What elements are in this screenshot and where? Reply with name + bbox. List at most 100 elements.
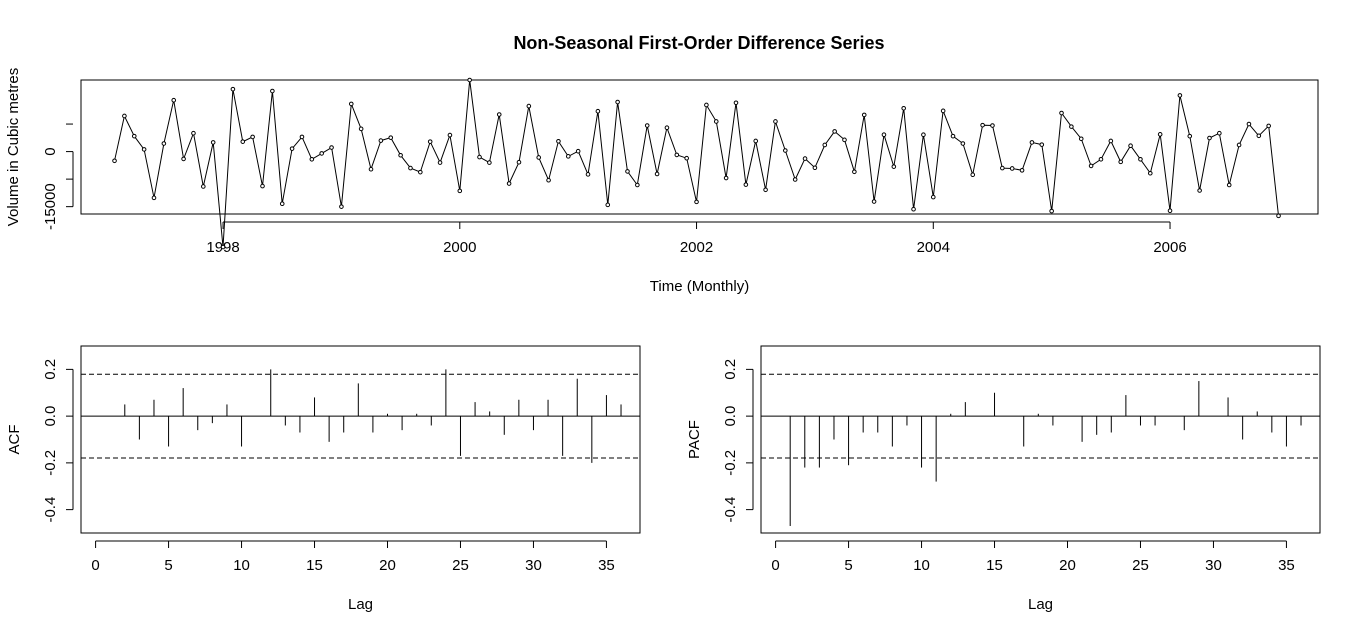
series-points: [112, 77, 1281, 250]
data-point: [1118, 159, 1124, 165]
data-point: [832, 129, 837, 134]
data-point: [1019, 168, 1025, 173]
data-point: [625, 169, 630, 174]
data-point: [358, 126, 364, 132]
correlation-bars: [789, 381, 1302, 526]
data-point: [418, 169, 423, 175]
data-point: [881, 132, 887, 138]
data-point: [684, 155, 689, 161]
x-tick-label: 0: [771, 557, 779, 574]
data-point: [792, 177, 798, 182]
data-point: [477, 154, 482, 160]
y-tick-label: 0.2: [42, 359, 59, 380]
x-tick-label: 25: [1132, 557, 1149, 574]
data-point: [122, 113, 127, 119]
data-point: [911, 206, 916, 212]
data-point: [585, 172, 591, 177]
data-point: [1226, 182, 1232, 188]
data-point: [289, 146, 295, 151]
data-point: [704, 102, 709, 108]
data-point: [861, 112, 867, 118]
data-point: [131, 133, 137, 139]
x-tick-label: 10: [233, 557, 250, 574]
data-point: [388, 135, 394, 140]
data-point: [526, 103, 532, 109]
y-tick-label: 0.0: [42, 406, 59, 427]
data-point: [181, 156, 186, 162]
x-tick-label: 2004: [917, 239, 950, 256]
data-point: [842, 137, 847, 143]
data-point: [368, 166, 374, 172]
data-point: [654, 171, 660, 177]
data-point: [694, 199, 699, 205]
data-point: [783, 148, 788, 153]
data-point: [802, 156, 808, 161]
x-tick-label: 2000: [443, 239, 476, 256]
data-point: [279, 201, 285, 207]
data-point: [1029, 140, 1035, 145]
data-point: [753, 138, 759, 144]
data-point: [930, 194, 936, 200]
y-tick-label: -0.2: [722, 450, 739, 476]
y-axis-label: Volume in Cubic metres: [5, 68, 22, 226]
x-axis: 0 5 10 15 20 25 30 35: [771, 540, 1295, 574]
data-point: [1217, 130, 1222, 136]
y-tick-label: -0.2: [42, 450, 59, 476]
data-point: [1069, 124, 1074, 129]
data-point: [812, 165, 818, 171]
y-axis: -0.4 -0.2 0.0 0.2: [42, 359, 74, 523]
data-point: [171, 97, 177, 103]
data-point: [556, 139, 561, 144]
x-tick-label: 10: [913, 557, 930, 574]
data-point: [487, 160, 492, 165]
data-point: [901, 105, 906, 111]
data-point: [220, 244, 226, 250]
x-tick-label: 35: [598, 557, 615, 574]
data-point: [733, 100, 739, 106]
x-tick-label: 25: [452, 557, 469, 574]
data-point: [378, 138, 384, 143]
data-point: [1207, 135, 1212, 141]
x-tick-label: 2002: [680, 239, 713, 256]
data-point: [1246, 121, 1252, 127]
data-point: [605, 202, 611, 208]
data-point: [270, 88, 275, 94]
data-point: [516, 159, 522, 165]
y-tick-label: -0.4: [42, 497, 59, 523]
data-point: [980, 122, 985, 128]
data-point: [1108, 138, 1114, 144]
data-point: [408, 165, 413, 171]
data-point: [210, 140, 216, 145]
x-tick-label: 5: [164, 557, 172, 574]
data-point: [713, 119, 719, 124]
x-tick-label: 15: [986, 557, 1003, 574]
data-point: [940, 108, 946, 114]
data-point: [496, 112, 502, 117]
data-point: [1276, 213, 1281, 219]
data-point: [565, 154, 571, 159]
data-point: [1177, 93, 1183, 98]
data-point: [201, 184, 206, 189]
correlation-bars: [124, 369, 622, 463]
x-axis-label: Lag: [348, 596, 373, 613]
x-axis-label: Lag: [1028, 596, 1053, 613]
data-point: [1059, 110, 1064, 116]
data-point: [921, 132, 926, 138]
y-tick-label: 0.2: [722, 359, 739, 380]
data-point: [112, 158, 117, 164]
data-point: [447, 132, 453, 138]
x-tick-label: 30: [1205, 557, 1222, 574]
data-point: [1266, 123, 1271, 129]
y-tick-label: -15000: [42, 183, 59, 230]
x-tick-label: 2006: [1153, 239, 1186, 256]
data-point: [309, 156, 315, 162]
data-point: [1157, 132, 1163, 137]
x-tick-label: 0: [91, 557, 99, 574]
data-point: [743, 182, 749, 187]
data-point: [871, 199, 877, 204]
y-tick-label: 0.0: [722, 406, 739, 427]
data-point: [141, 147, 147, 152]
data-point: [1236, 142, 1242, 148]
x-axis: 0 5 10 15 20 25 30 35: [91, 540, 615, 574]
